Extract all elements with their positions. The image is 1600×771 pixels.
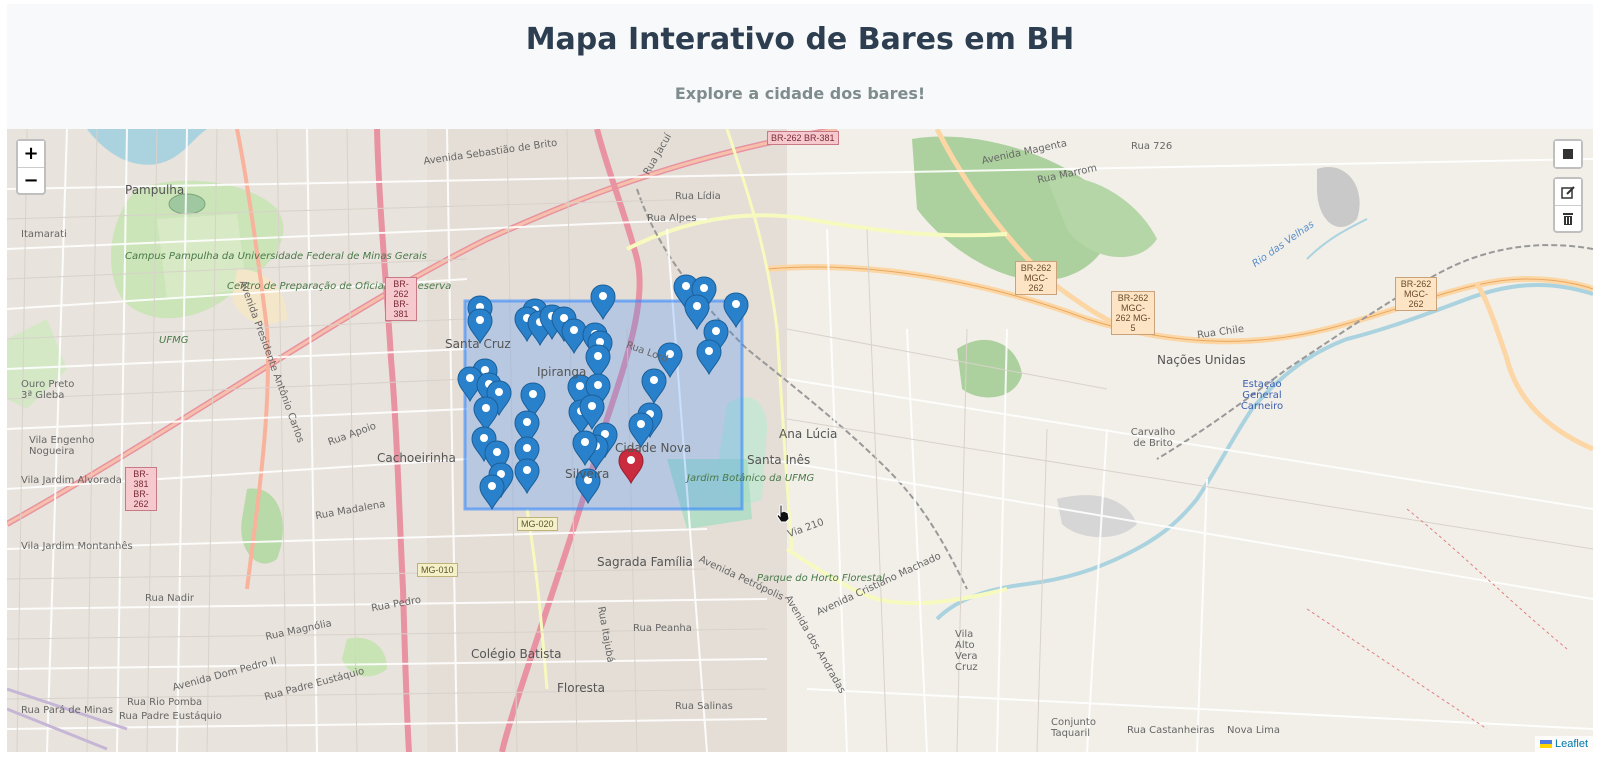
map-container[interactable]: Pampulha Itamarati Campus Pampulha da Un… <box>7 129 1593 752</box>
map-label: Vila Jardim Montanhês <box>21 541 133 552</box>
map-label: Estação General Carneiro <box>1240 379 1284 412</box>
road-label: Rua Salinas <box>675 701 733 712</box>
road-label: Nova Lima <box>1227 725 1281 736</box>
route-shield: MG-020 <box>517 517 558 531</box>
map-label: Vila Alto Vera Cruz <box>955 629 978 673</box>
route-shield: MG-010 <box>417 563 458 577</box>
map-label: Cachoeirinha <box>377 451 456 465</box>
map-label: Santa Cruz <box>445 337 511 351</box>
road-label: Rua Peanha <box>633 623 692 634</box>
map-label: Colégio Batista <box>471 647 562 661</box>
road-label: Rua Padre Eustáquio <box>119 711 222 722</box>
map-label: Vila Jardim Alvorada <box>21 475 122 486</box>
road-label: Rua Rio Pomba <box>127 697 203 708</box>
map-label: Cidade Nova <box>615 441 692 455</box>
leaflet-link[interactable]: Leaflet <box>1554 738 1588 750</box>
edit-icon <box>1561 186 1575 199</box>
map-label: Pampulha <box>125 183 185 197</box>
map-label: Sagrada Família <box>597 555 693 569</box>
map-label: Itamarati <box>21 229 67 240</box>
attribution: Leaflet <box>1534 736 1593 752</box>
delete-layers-button[interactable] <box>1555 205 1581 230</box>
map-label: Santa Inês <box>747 453 811 467</box>
map-label: Floresta <box>557 681 605 695</box>
zoom-control: + − <box>16 139 46 195</box>
ukraine-flag-icon <box>1539 740 1552 748</box>
map-label: Nações Unidas <box>1157 353 1246 367</box>
map-label: Carvalho de Brito <box>1130 427 1176 449</box>
zoom-out-button[interactable]: − <box>18 167 44 192</box>
map-label: Silveira <box>565 467 610 481</box>
road-label: Rua Nadir <box>145 593 194 604</box>
map-label: Centro de Preparação de Oficiais da Rese… <box>227 281 451 292</box>
map-label: Ana Lúcia <box>779 427 838 441</box>
map-label: Ipiranga <box>537 365 587 379</box>
map-label: UFMG <box>159 335 189 346</box>
draw-rectangle-button[interactable] <box>1555 141 1581 167</box>
road-label: Rua 726 <box>1131 141 1173 152</box>
zoom-in-button[interactable]: + <box>18 141 44 167</box>
road-label: Rua Alpes <box>647 213 697 224</box>
route-shield: BR-262 BR-381 <box>385 277 417 321</box>
page: Mapa Interativo de Bares em BH Explore a… <box>7 0 1593 771</box>
edit-toolbar <box>1553 177 1583 233</box>
map-label: Campus Pampulha da Universidade Federal … <box>125 251 427 262</box>
map-label: Jardim Botânico da UFMG <box>687 473 814 484</box>
route-shield: BR-262 MGC-262 MG-5 <box>1111 291 1155 335</box>
route-shield: BR-262 MGC-262 <box>1395 277 1437 311</box>
road-label: Rua Lídia <box>675 191 721 202</box>
road-label: Rua Castanheiras <box>1127 725 1215 736</box>
route-shield: BR-262 MGC-262 <box>1015 261 1057 295</box>
map-label: Vila Engenho Nogueira <box>29 435 95 457</box>
map-label: Parque do Horto Florestal <box>757 573 885 584</box>
rectangle-icon <box>1563 149 1573 159</box>
route-shield: BR-262 BR-381 <box>767 131 839 145</box>
map-tiles[interactable] <box>7 129 1593 752</box>
road-label: Rua Pará de Minas <box>21 705 114 716</box>
route-shield: BR-381 BR-262 <box>125 467 157 511</box>
hand-cursor-icon <box>776 504 790 523</box>
trash-icon <box>1563 213 1573 225</box>
page-title: Mapa Interativo de Bares em BH <box>525 22 1075 57</box>
page-subtitle: Explore a cidade dos bares! <box>674 84 926 103</box>
draw-toolbar <box>1553 139 1583 169</box>
edit-layers-button[interactable] <box>1555 179 1581 205</box>
header: Mapa Interativo de Bares em BH Explore a… <box>7 4 1593 130</box>
map-label: Conjunto Taquaril <box>1051 717 1096 739</box>
map-label: Ouro Preto 3ª Gleba <box>21 379 75 401</box>
